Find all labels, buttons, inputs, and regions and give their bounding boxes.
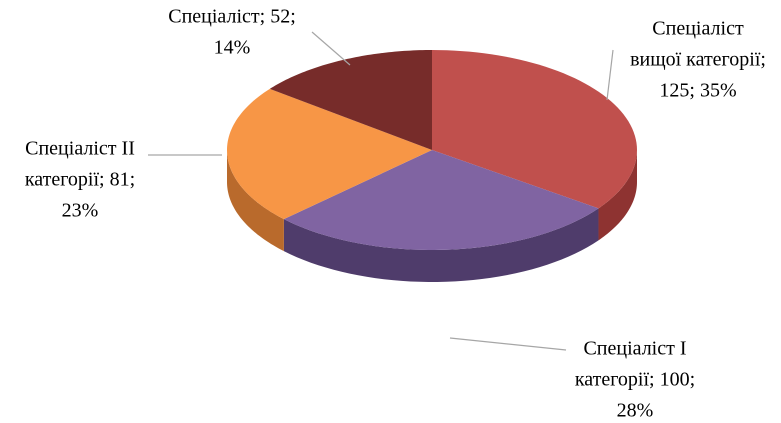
leader-line	[606, 49, 614, 101]
data-label: Спеціаліст II	[25, 138, 135, 160]
data-label: 125; 35%	[659, 80, 736, 102]
slice	[269, 50, 432, 150]
slice	[432, 50, 637, 209]
data-label: 28%	[617, 400, 654, 422]
data-label: вищої категорії;	[630, 49, 766, 71]
slice-side	[598, 150, 637, 241]
slice	[227, 88, 432, 220]
data-label: 14%	[214, 37, 251, 59]
data-label: 23%	[62, 200, 99, 222]
data-label: Спеціаліст; 52;	[168, 6, 296, 28]
data-label: Спеціаліст	[652, 18, 744, 40]
slice-side	[227, 150, 284, 252]
leader-line	[311, 31, 351, 66]
slice	[283, 150, 599, 250]
data-label: категорії; 81;	[25, 169, 135, 191]
data-label: Спеціаліст I	[583, 338, 686, 360]
leader-line	[449, 337, 567, 351]
data-label: категорії; 100;	[575, 369, 695, 391]
slice-side	[283, 208, 599, 282]
